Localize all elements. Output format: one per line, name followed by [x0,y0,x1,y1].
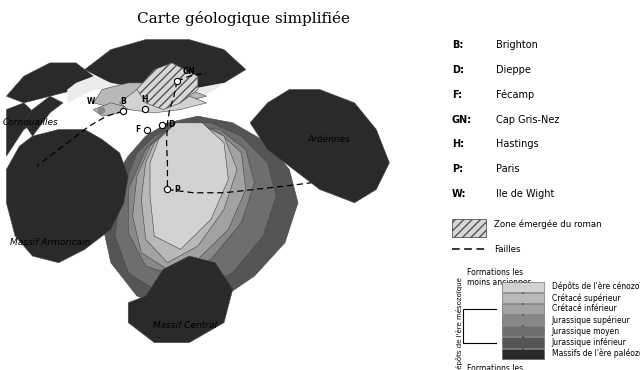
Text: Hastings: Hastings [496,139,539,149]
Polygon shape [93,103,124,116]
Text: F:: F: [452,90,462,100]
FancyBboxPatch shape [502,282,544,292]
Text: Dépôts de l'ère mésozoïque: Dépôts de l'ère mésozoïque [456,277,463,370]
FancyBboxPatch shape [452,219,486,237]
Text: Massif Armoricain: Massif Armoricain [10,238,90,247]
Polygon shape [6,130,128,263]
Text: Paris: Paris [496,164,520,175]
Text: Dieppe: Dieppe [496,64,531,75]
Text: Ardennes: Ardennes [307,135,350,144]
Text: D:: D: [452,64,464,75]
FancyBboxPatch shape [502,326,544,336]
Text: F: F [135,125,140,134]
Text: Cornouailles: Cornouailles [3,118,58,127]
Text: GN: GN [182,67,195,76]
Polygon shape [84,40,246,90]
FancyBboxPatch shape [502,349,544,359]
Text: W: W [86,97,95,106]
Polygon shape [6,103,41,156]
Text: Formations les
moins anciennes: Formations les moins anciennes [467,268,532,287]
Text: Ile de Wight: Ile de Wight [496,189,554,199]
Text: P: P [174,185,180,194]
Polygon shape [6,63,93,103]
FancyBboxPatch shape [502,304,544,314]
Polygon shape [250,90,389,203]
Text: Jurassique moyen: Jurassique moyen [552,327,620,336]
Polygon shape [132,123,246,269]
Text: Fécamp: Fécamp [496,90,534,100]
Polygon shape [24,96,63,136]
Polygon shape [128,256,233,343]
Text: Formations les
plus anciennes: Formations les plus anciennes [467,364,525,370]
Text: Crétacé inférieur: Crétacé inférieur [552,305,616,313]
Text: Crétacé supérieur: Crétacé supérieur [552,293,620,303]
Text: Dépôts de l'ère cénozoïque: Dépôts de l'ère cénozoïque [552,282,640,291]
Text: Cap Gris-Nez: Cap Gris-Nez [496,114,559,125]
Text: Jurassique inférieur: Jurassique inférieur [552,338,627,347]
Polygon shape [137,63,198,110]
Text: H:: H: [452,139,464,149]
Text: P:: P: [452,164,463,175]
Text: Brighton: Brighton [496,40,538,50]
Text: Massifs de l'ère paléozoïque: Massifs de l'ère paléozoïque [552,349,640,359]
Text: Failles: Failles [494,245,520,254]
Polygon shape [102,116,298,309]
FancyBboxPatch shape [502,337,544,347]
Polygon shape [93,83,207,110]
Polygon shape [115,123,276,293]
Text: GN:: GN: [452,114,472,125]
FancyBboxPatch shape [502,315,544,325]
Polygon shape [141,123,237,263]
Text: Massif Central: Massif Central [153,322,217,330]
Text: B: B [120,97,126,106]
Text: Jurassique supérieur: Jurassique supérieur [552,315,630,325]
FancyBboxPatch shape [502,293,544,303]
Text: Carte géologique simplifiée: Carte géologique simplifiée [137,11,349,26]
Polygon shape [120,90,207,113]
Polygon shape [67,76,224,103]
Text: B:: B: [452,40,463,50]
Polygon shape [150,123,228,249]
Polygon shape [128,126,255,276]
Text: D: D [169,120,175,129]
Text: W:: W: [452,189,467,199]
Text: Zone émergée du roman: Zone émergée du roman [494,220,602,229]
Text: H: H [141,95,148,104]
